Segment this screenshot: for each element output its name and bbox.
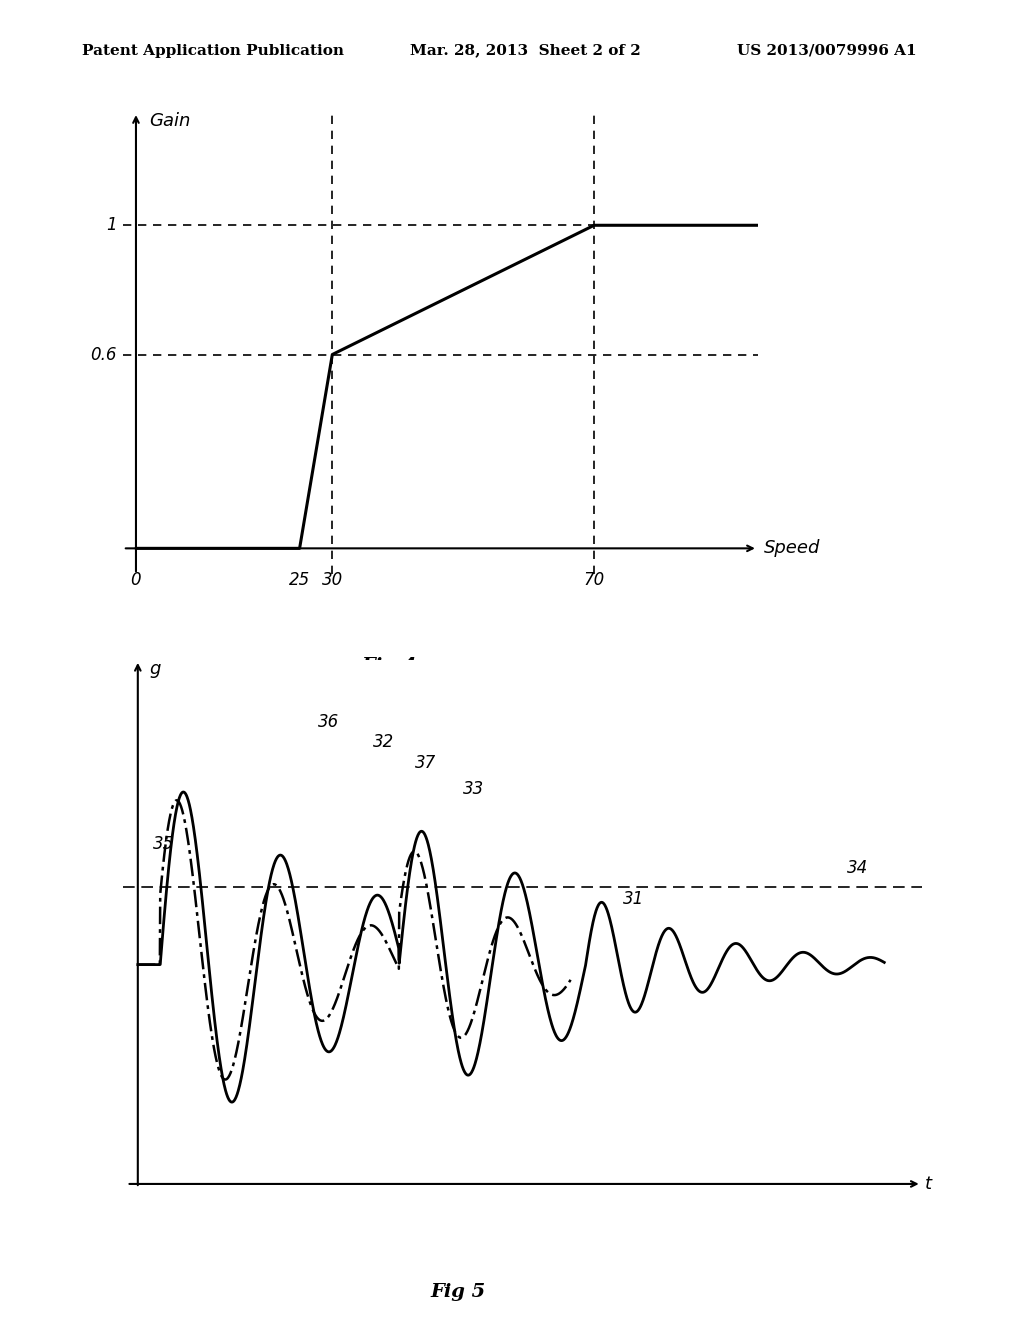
Text: 70: 70 <box>584 572 605 589</box>
Text: Patent Application Publication: Patent Application Publication <box>82 44 344 58</box>
Text: t: t <box>926 1175 932 1193</box>
Text: 32: 32 <box>373 734 394 751</box>
Text: Fig 4: Fig 4 <box>361 657 417 676</box>
Text: Gain: Gain <box>150 112 190 131</box>
Text: 36: 36 <box>317 713 339 731</box>
Text: 35: 35 <box>154 836 174 853</box>
Text: 33: 33 <box>463 780 483 799</box>
Text: 25: 25 <box>289 572 310 589</box>
Text: 1: 1 <box>105 216 117 234</box>
Text: Fig 5: Fig 5 <box>431 1283 486 1302</box>
Text: 31: 31 <box>623 890 644 908</box>
Text: 37: 37 <box>415 754 436 772</box>
Text: Speed: Speed <box>764 540 820 557</box>
Text: US 2013/0079996 A1: US 2013/0079996 A1 <box>737 44 916 58</box>
Text: 0: 0 <box>131 572 141 589</box>
Text: 30: 30 <box>322 572 343 589</box>
Text: Mar. 28, 2013  Sheet 2 of 2: Mar. 28, 2013 Sheet 2 of 2 <box>410 44 640 58</box>
Text: 0.6: 0.6 <box>90 346 117 363</box>
Text: g: g <box>150 660 161 678</box>
Text: 34: 34 <box>847 859 868 878</box>
